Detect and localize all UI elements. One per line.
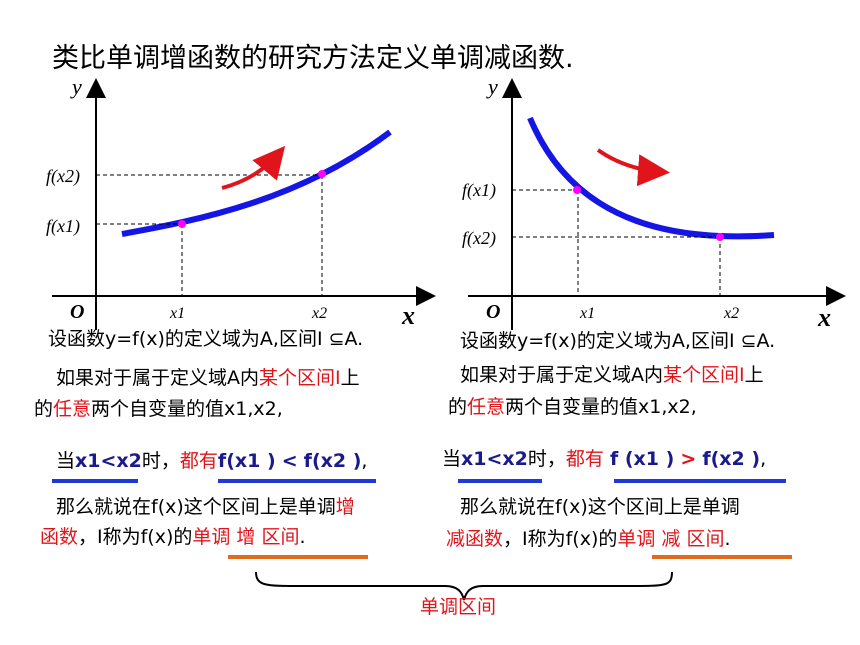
left-red-arrow	[221, 145, 286, 190]
right-def-line4: 当x1<x2时，都有 f (x1 ) > f(x2 ),	[442, 448, 767, 470]
right-fx1-label: f(x1)	[462, 180, 496, 201]
left-def-line3: 的任意两个自变量的值x1,x2,	[34, 398, 283, 420]
right-origin: O	[486, 301, 500, 323]
right-def-line5: 那么就说在f(x)这个区间上是单调	[460, 496, 740, 518]
left-origin: O	[70, 301, 84, 323]
left-def-line4: 当x1<x2时，都有f(x1 ) < f(x2 ),	[56, 450, 368, 472]
right-def-line3: 的任意两个自变量的值x1,x2,	[448, 396, 697, 418]
right-def-line6: 减函数，I称为f(x)的单调 减 区间.	[446, 528, 731, 550]
left-fx2-label: f(x2)	[46, 166, 80, 187]
right-graph: y x O x1 x2 f(x1) f(x2)	[462, 74, 846, 332]
right-red-arrow	[596, 148, 670, 187]
left-y-label: y	[70, 74, 82, 99]
right-y-label: y	[486, 74, 498, 99]
right-def-line2: 如果对于属于定义域A内某个区间I上	[460, 364, 764, 386]
right-fx2-label: f(x2)	[462, 228, 496, 249]
right-x1-label: x1	[579, 305, 595, 322]
left-def-line1: 设函数y=f(x)的定义域为A,区间I ⊆A.	[48, 328, 364, 350]
right-decreasing-curve	[527, 116, 775, 240]
right-x2-label: x2	[723, 305, 739, 322]
curly-brace	[255, 571, 673, 601]
left-def-line5: 那么就说在f(x)这个区间上是单调增	[56, 496, 355, 518]
left-point-1	[178, 220, 186, 228]
left-increasing-curve	[121, 129, 392, 237]
left-fx1-label: f(x1)	[46, 216, 80, 237]
left-x2-label: x2	[311, 305, 327, 322]
slide-title: 类比单调增函数的研究方法定义单调减函数.	[52, 43, 574, 74]
brace-label: 单调区间	[420, 596, 497, 618]
right-x-label: x	[817, 303, 831, 332]
right-def-line1: 设函数y=f(x)的定义域为A,区间I ⊆A.	[460, 330, 776, 352]
left-graph: y x O x1 x2 f(x2) f(x1)	[46, 74, 436, 330]
left-def-line6: 函数，I称为f(x)的单调 增 区间.	[40, 526, 306, 548]
left-point-2	[318, 170, 326, 178]
left-x1-label: x1	[169, 305, 185, 322]
right-point-2	[716, 233, 724, 241]
right-point-1	[573, 186, 581, 194]
left-def-line2: 如果对于属于定义域A内某个区间I上	[56, 367, 360, 389]
left-x-label: x	[401, 301, 415, 330]
